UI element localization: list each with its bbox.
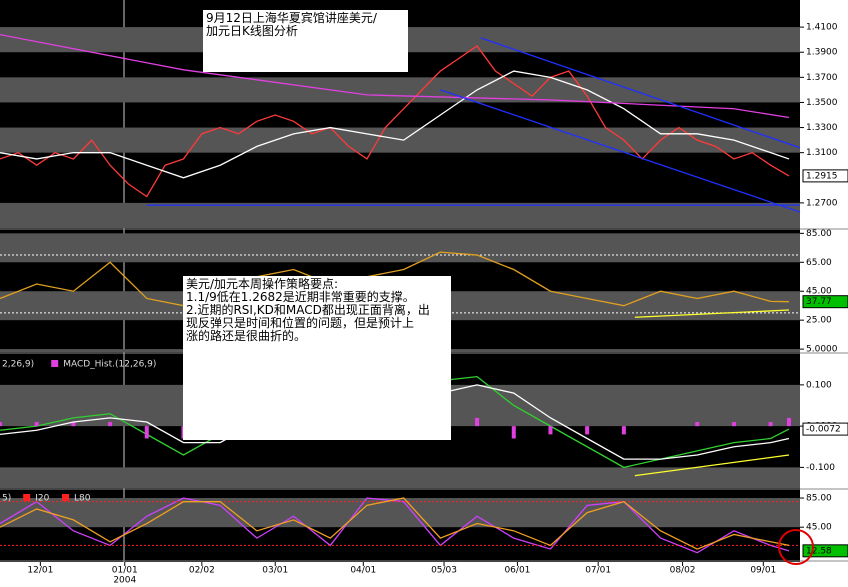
- y-tick-label: 45.00: [806, 523, 832, 533]
- band: [0, 77, 800, 103]
- x-tick-label: 12/01: [27, 566, 53, 576]
- y-tick-label: 45.00: [806, 287, 832, 297]
- hist-bar: [71, 422, 76, 427]
- note-line: 现反弹只是时间和位置的问题，但是预计上: [186, 316, 415, 330]
- y-tick-label: 85.00: [806, 494, 832, 504]
- current-box: [802, 544, 848, 558]
- series-line: [0, 45, 790, 198]
- y-tick-label: -0.100: [806, 463, 835, 473]
- note-line: 2.近期的RSI,KD和MACD都出现正面背离，出: [186, 303, 430, 317]
- series-line: [440, 89, 801, 213]
- x-tick-label: 09/01: [750, 566, 776, 576]
- legend-label: 5): [2, 494, 11, 504]
- x-tick-label: 03/01: [262, 566, 288, 576]
- hist-bar: [0, 422, 2, 427]
- hist-bar: [34, 422, 39, 427]
- date-axis-strip: [0, 562, 848, 587]
- series-line: [480, 37, 801, 149]
- series-line: [0, 70, 790, 179]
- hist-bar: [108, 422, 113, 427]
- current-value: 12.58: [806, 546, 832, 556]
- hist-bar: [585, 426, 590, 435]
- year-label: 2004: [113, 576, 136, 586]
- band: [0, 202, 800, 228]
- series-line: [0, 34, 790, 119]
- note-line: 美元/加元本周操作策略要点:: [186, 277, 339, 291]
- band: [0, 498, 800, 528]
- strategy-note: 美元/加元本周操作策略要点: 1.1/9低在1.2682是近期非常重要的支撑。 2.…: [183, 276, 451, 440]
- legend-label: MACD_Hist.(12,26,9): [63, 360, 156, 370]
- hist-bar: [695, 422, 700, 427]
- title-note: 9月12日上海华夏宾馆讲座美元/加元日K线图分析: [203, 10, 408, 72]
- price-axis-strip: [800, 0, 848, 562]
- note-line: 1.1/9低在1.2682是近期非常重要的支撑。: [186, 290, 415, 304]
- note-line: 9月12日上海华夏宾馆讲座美元/: [206, 11, 377, 25]
- hist-bar: [475, 417, 480, 427]
- hist-bar: [621, 426, 626, 435]
- hist-bar: [731, 422, 736, 427]
- y-tick-label: 1.3300: [806, 123, 838, 133]
- x-tick-label: 05/03: [431, 566, 457, 576]
- y-tick-label: 25.00: [806, 316, 832, 326]
- band: [0, 233, 800, 263]
- hist-bar: [144, 426, 149, 439]
- legend-label: I20: [35, 494, 49, 504]
- y-tick-label: 85.00: [806, 229, 832, 239]
- hist-bar: [768, 422, 773, 427]
- y-tick-label: 1.4100: [806, 23, 838, 33]
- x-tick-label: 01/01: [112, 566, 138, 576]
- x-tick-label: 06/01: [504, 566, 530, 576]
- highlight-circle: [778, 529, 814, 565]
- note-line: 加元日K线图分析: [206, 24, 298, 38]
- current-value: -0.0072: [806, 425, 841, 435]
- series-line: [634, 454, 790, 477]
- current-box: [802, 169, 848, 183]
- y-tick-label: 1.3700: [806, 73, 838, 83]
- x-tick-label: 07/01: [585, 566, 611, 576]
- legend-swatch: [23, 494, 31, 501]
- y-tick-label: 0.100: [806, 380, 832, 390]
- current-value: 37.77: [806, 297, 832, 307]
- current-box: [802, 422, 848, 436]
- x-tick-label: 02/02: [189, 566, 215, 576]
- x-tick-label: 04/01: [350, 566, 376, 576]
- legend-label: L80: [74, 494, 91, 504]
- hist-bar: [511, 426, 516, 439]
- legend-swatch: [62, 494, 69, 501]
- legend-label: 2,26,9): [2, 360, 34, 370]
- hist-bar: [786, 417, 791, 427]
- hist-bar: [548, 426, 553, 435]
- x-tick-label: 08/02: [670, 566, 696, 576]
- y-tick-label: 1.3900: [806, 48, 838, 58]
- y-tick-label: 1.3100: [806, 148, 838, 158]
- y-tick-label: 5.0000: [806, 345, 838, 355]
- series-line: [0, 251, 790, 307]
- series-line: [634, 309, 790, 318]
- series-line: [0, 497, 790, 554]
- current-box: [802, 295, 848, 309]
- legend-swatch: [51, 360, 59, 367]
- series-line: [0, 497, 790, 550]
- current-value: 1.2915: [806, 171, 838, 181]
- y-tick-label: 65.00: [806, 258, 832, 268]
- band: [0, 467, 800, 488]
- y-tick-label: 1.3500: [806, 98, 838, 108]
- note-line: 涨的路还是很曲折的。: [186, 329, 307, 343]
- y-tick-label: 1.2700: [806, 198, 838, 208]
